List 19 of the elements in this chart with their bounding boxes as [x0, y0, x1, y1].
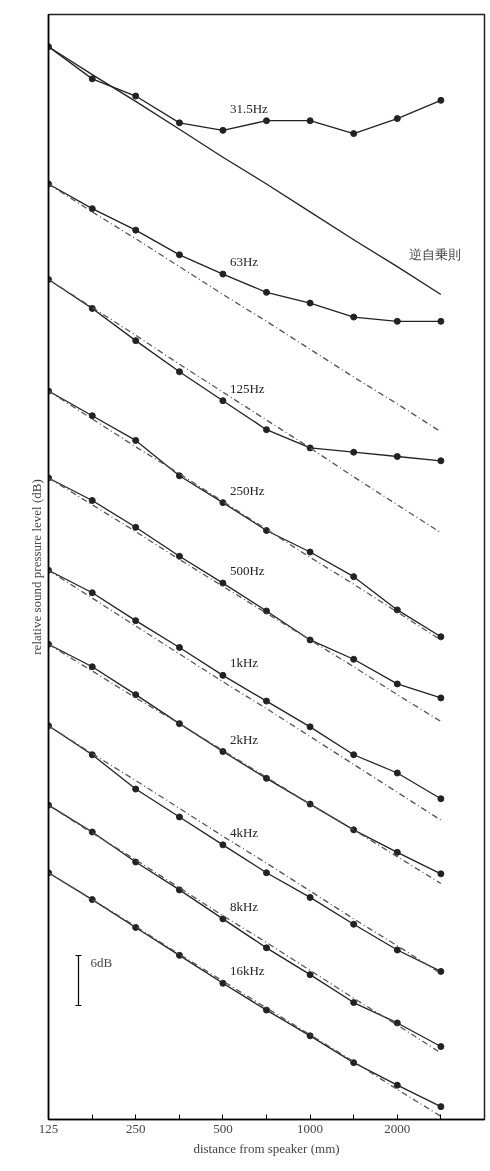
annotation: 逆自乗則: [408, 246, 461, 262]
x-tick-label: 125: [38, 1120, 59, 1136]
series-label: 500Hz: [229, 563, 265, 579]
series-label: 16kHz: [229, 963, 265, 979]
series-label: 125Hz: [229, 380, 265, 396]
x-tick-label: 500: [213, 1120, 233, 1136]
x-axis-title: distance from speaker (mm): [193, 1140, 340, 1156]
series-label: 8kHz: [229, 898, 259, 914]
y-axis-title: relative sound pressure level (dB): [28, 479, 44, 655]
series-label: 1kHz: [229, 655, 259, 671]
x-tick-label: 2000: [384, 1120, 411, 1136]
series-label: 31.5Hz: [229, 100, 269, 116]
series-label: 250Hz: [229, 482, 265, 498]
series-label: 4kHz: [229, 824, 259, 840]
annotation: 6dB: [90, 954, 113, 970]
x-tick-label: 250: [125, 1120, 146, 1136]
series-label: 2kHz: [229, 731, 259, 747]
series-label: 63Hz: [229, 254, 259, 270]
x-tick-label: 1000: [297, 1120, 324, 1136]
